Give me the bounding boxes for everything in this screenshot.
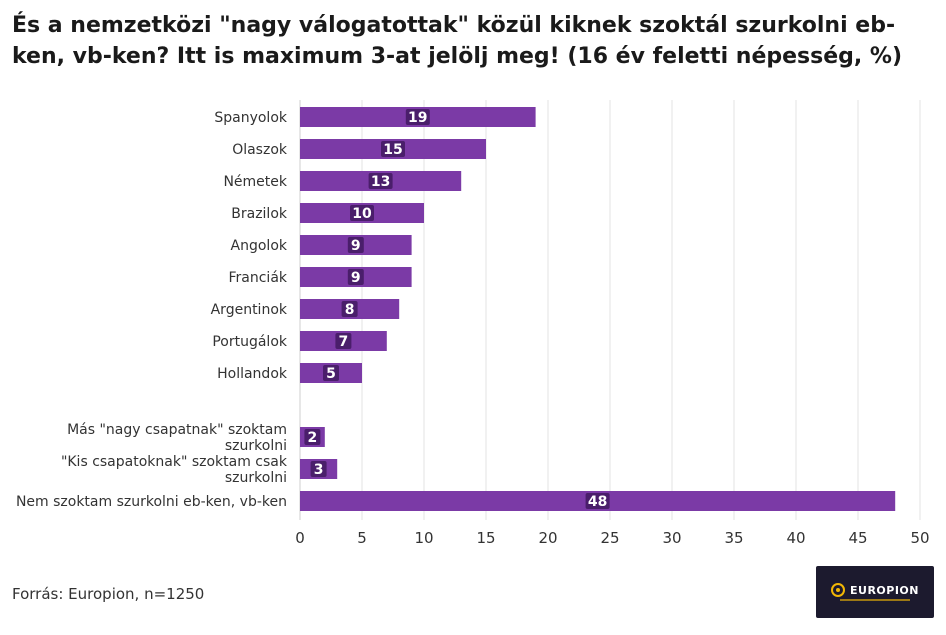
x-tick-label: 50 <box>910 529 929 547</box>
x-tick-label: 0 <box>295 529 305 547</box>
category-label: Nem szoktam szurkolni eb-ken, vb-ken <box>16 494 287 510</box>
value-label-box <box>335 333 352 349</box>
logo-icon <box>831 583 845 597</box>
x-tick-label: 15 <box>476 529 495 547</box>
x-tick-label: 25 <box>600 529 619 547</box>
category-label: Más "nagy csapatnak" szoktam <box>67 422 287 438</box>
logo-text: EUROPION <box>850 583 919 597</box>
category-label: Brazilok <box>231 206 288 222</box>
x-tick-label: 35 <box>724 529 743 547</box>
category-label: Hollandok <box>217 366 288 382</box>
value-label: 2 <box>308 430 318 446</box>
value-label: 7 <box>339 334 349 350</box>
category-label: "Kis csapatoknak" szoktam csak <box>61 454 288 470</box>
bars: 19 15 13 10 9 9 8 75 2 3 48 <box>300 107 896 511</box>
x-axis-ticks: 0 5 10 15 20 25 30 35 40 45 50 <box>295 529 929 547</box>
category-label: Spanyolok <box>214 110 288 126</box>
value-label-box <box>405 109 430 125</box>
value-label: 8 <box>345 302 355 318</box>
category-label: Angolok <box>231 238 288 254</box>
value-label-box <box>310 461 327 477</box>
category-label: Olaszok <box>232 142 288 158</box>
category-label: szurkolni <box>225 438 287 454</box>
x-tick-label: 45 <box>848 529 867 547</box>
value-label-box <box>368 173 393 189</box>
value-label-box <box>347 269 364 285</box>
x-tick-label: 5 <box>357 529 367 547</box>
value-label: 9 <box>351 270 361 286</box>
value-label: 9 <box>351 238 361 254</box>
category-label: Németek <box>223 174 287 190</box>
value-label: 5 <box>326 366 336 382</box>
category-label: Portugálok <box>212 334 288 350</box>
category-labels: Spanyolok Olaszok Németek Brazilok Angolok Fr… <box>16 110 288 510</box>
europion-logo: EUROPION <box>816 566 934 618</box>
category-label: Argentinok <box>211 302 288 318</box>
x-tick-label: 10 <box>414 529 433 547</box>
x-tick-label: 40 <box>786 529 805 547</box>
category-label: szurkolni <box>225 470 287 486</box>
value-label: 13 <box>371 174 390 190</box>
value-label-box <box>304 429 321 445</box>
category-label: Franciák <box>228 270 287 286</box>
value-label-box <box>585 493 610 509</box>
value-label-box <box>323 365 339 381</box>
value-label-box <box>341 301 358 317</box>
chart-title: És a nemzetközi "nagy válogatottak" közü… <box>12 13 903 69</box>
value-label: 48 <box>588 494 607 510</box>
value-label: 19 <box>408 110 427 126</box>
source-note: Forrás: Europion, n=1250 <box>12 585 205 603</box>
value-label: 10 <box>352 206 372 222</box>
value-label-box <box>347 237 364 253</box>
value-label: 15 <box>383 142 402 158</box>
value-label: 3 <box>314 462 324 478</box>
x-tick-label: 20 <box>538 529 557 547</box>
x-tick-label: 30 <box>662 529 681 547</box>
value-label-box <box>350 205 374 221</box>
logo-underline <box>840 599 910 601</box>
value-label-box <box>381 141 405 157</box>
